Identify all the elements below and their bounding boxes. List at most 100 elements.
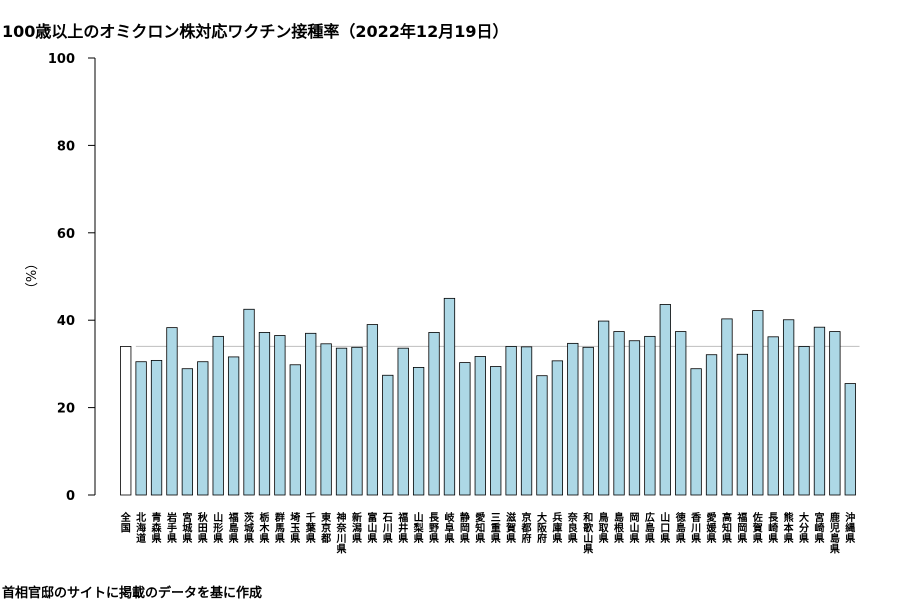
category-label: 東京都 [320, 511, 331, 545]
category-label: 鹿児島県 [829, 511, 840, 556]
category-label: 宮崎県 [814, 511, 824, 545]
bar-prefecture [366, 324, 379, 496]
source-note: 首相官邸のサイトに掲載のデータを基に作成 [2, 586, 263, 601]
y-tick-label: 60 [57, 227, 75, 242]
category-label: 広島県 [645, 511, 655, 545]
category-label: 京都府 [521, 511, 532, 545]
bar-prefecture [767, 336, 779, 496]
bar-prefecture [490, 366, 502, 496]
bar-prefecture [305, 332, 317, 496]
category-label: 北海道 [136, 511, 146, 545]
bar-prefecture [597, 320, 610, 496]
category-label: 奈良県 [567, 511, 579, 545]
category-label: 佐賀県 [752, 511, 763, 545]
category-label: 栃木県 [258, 511, 270, 545]
y-tick-label: 40 [57, 314, 75, 329]
bar-prefecture [166, 327, 178, 496]
bar-prefecture [520, 346, 533, 496]
category-label: 三重県 [491, 512, 501, 545]
category-label: 鳥取県 [599, 511, 610, 545]
bar-prefecture [428, 332, 440, 496]
y-tick-label: 80 [57, 139, 75, 154]
category-label: 岡山県 [629, 512, 639, 545]
category-label: 全国 [120, 511, 132, 535]
category-label: 香川県 [690, 511, 701, 545]
category-label: 青森県 [151, 511, 163, 545]
bar-prefecture [181, 368, 194, 496]
category-label: 岩手県 [166, 511, 177, 545]
bar-prefecture [798, 346, 810, 496]
bar-prefecture [536, 375, 548, 496]
bar-prefecture [582, 346, 594, 496]
category-label: 沖縄県 [845, 511, 855, 545]
category-label: 茨城県 [244, 511, 254, 545]
y-tick-label: 100 [48, 52, 75, 67]
category-labels: 全国北海道青森県岩手県宮城県秋田県山形県福島県茨城県栃木県群馬県埼玉県千葉県東京… [120, 511, 856, 556]
category-label: 熊本県 [784, 511, 795, 545]
bar-prefecture [782, 319, 795, 496]
bar-prefecture [412, 366, 425, 496]
bar-prefecture [397, 347, 409, 496]
bar-prefecture [212, 335, 224, 496]
bar-prefecture [274, 335, 286, 496]
bar-prefecture [613, 331, 625, 496]
bar-prefecture [289, 364, 301, 496]
bar-prefecture [459, 362, 471, 496]
bar-prefecture [675, 331, 687, 496]
category-label: 徳島県 [675, 511, 686, 545]
category-label: 長崎県 [768, 512, 779, 545]
category-label: 山梨県 [413, 511, 425, 545]
bar-prefecture [335, 347, 348, 496]
bar-prefecture [227, 356, 240, 496]
bar-prefecture [505, 346, 517, 496]
bar-prefecture [829, 331, 841, 496]
bar-prefecture [644, 335, 656, 496]
category-label: 岐阜県 [444, 511, 454, 545]
bar-prefecture [813, 326, 826, 496]
category-label: 島根県 [614, 511, 624, 545]
bar-prefecture [351, 346, 363, 496]
bar-prefecture [474, 356, 486, 496]
bar-prefecture [382, 374, 394, 496]
category-label: 富山県 [367, 511, 377, 545]
category-label: 長野県 [429, 512, 440, 545]
category-label: 福島県 [228, 511, 239, 545]
bar-prefecture [567, 342, 579, 496]
category-label: 愛媛県 [706, 511, 718, 545]
category-label: 千葉県 [305, 511, 317, 545]
y-axis: 0 20 40 60 80 100 [48, 52, 96, 504]
bar-prefecture [752, 310, 764, 496]
bar-prefecture [443, 297, 456, 496]
bar-prefecture [243, 308, 255, 496]
category-label: 静岡県 [460, 511, 470, 545]
category-label: 大阪府 [537, 511, 548, 545]
bar-prefecture [197, 361, 209, 496]
bar-prefecture [551, 360, 564, 496]
category-label: 和歌山県 [582, 511, 594, 556]
bars [120, 297, 856, 496]
category-label: 高知県 [721, 511, 732, 545]
category-label: 群馬県 [275, 511, 285, 545]
bar-prefecture [320, 343, 332, 496]
bar-prefecture [721, 318, 733, 496]
bar-prefecture [258, 332, 271, 496]
y-tick-label: 20 [57, 402, 75, 417]
bar-prefecture [690, 368, 702, 496]
category-label: 埼玉県 [290, 511, 300, 545]
bar-prefecture [150, 359, 163, 496]
category-label: 山口県 [660, 511, 670, 545]
bar-prefecture [736, 353, 749, 496]
bar-prefecture [705, 354, 718, 496]
bar-prefecture [135, 361, 147, 496]
category-label: 石川県 [382, 512, 393, 545]
category-label: 神奈川県 [336, 511, 348, 556]
y-tick-label: 0 [66, 489, 75, 504]
bar-prefecture [628, 340, 641, 496]
category-label: 滋賀県 [505, 511, 516, 545]
category-label: 福井県 [397, 511, 408, 545]
category-label: 宮城県 [182, 511, 192, 545]
chart-title: 100歳以上のオミクロン株対応ワクチン接種率（2022年12月19日） [2, 22, 509, 41]
category-label: 新潟県 [352, 511, 362, 545]
category-label: 大分県 [799, 511, 809, 545]
